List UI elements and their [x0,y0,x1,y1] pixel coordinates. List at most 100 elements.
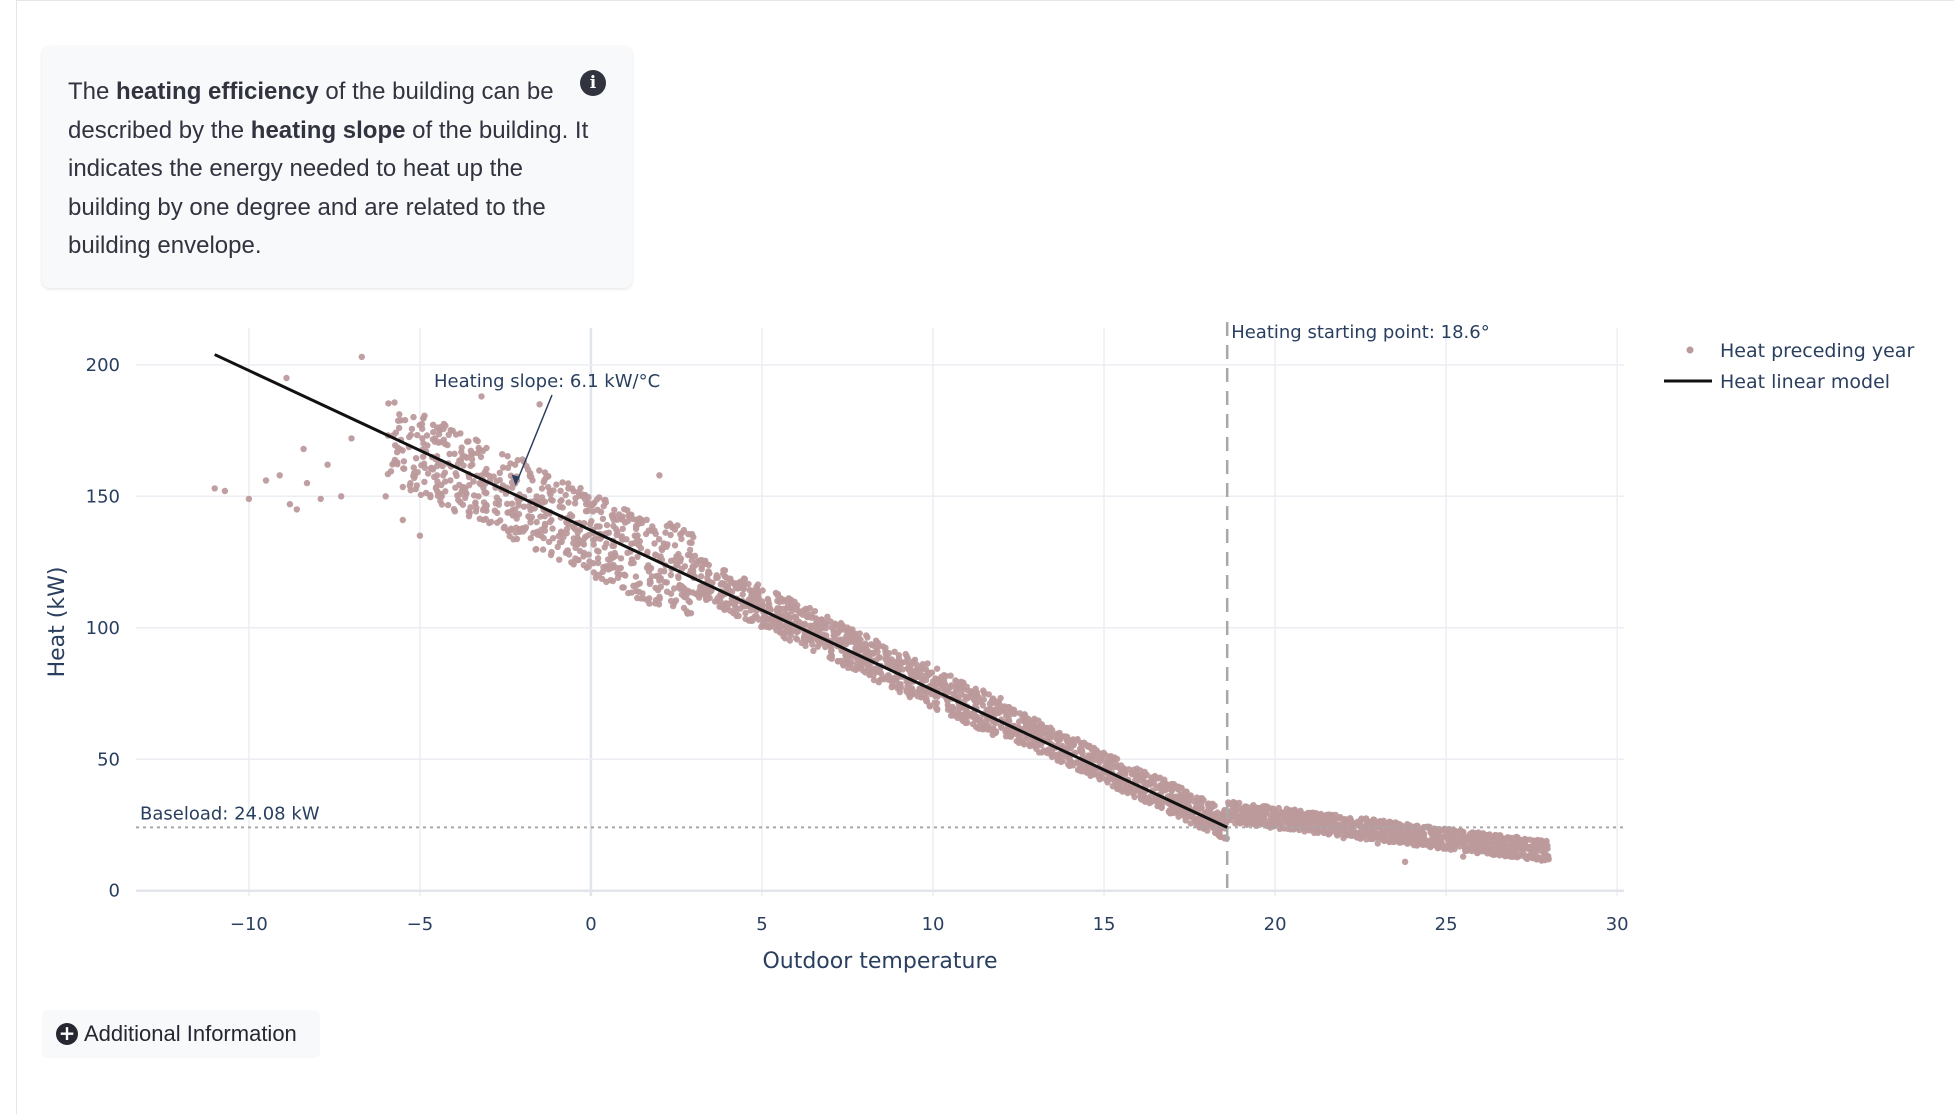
data-point [1478,831,1485,838]
x-tick-label: −5 [407,914,434,935]
x-tick-label: 5 [756,914,767,935]
data-point [933,665,941,672]
data-point [1420,830,1428,837]
data-point [1287,815,1295,823]
data-point [414,431,421,439]
heating-slope-label: Heating slope: 6.1 kW/°C [434,371,660,392]
data-point [592,535,599,542]
data-point [1167,809,1175,817]
data-point [780,605,787,612]
data-point [1263,820,1271,828]
data-point [916,687,923,694]
data-point [663,579,670,586]
data-point [1043,747,1051,754]
data-point [866,671,873,679]
data-point [558,530,565,537]
data-point [706,587,714,594]
data-point [737,578,744,585]
data-point [1341,815,1348,823]
data-point [505,527,512,534]
data-point [1218,813,1225,821]
data-point [594,523,601,530]
data-point [440,425,447,433]
data-point [844,654,852,661]
data-point [411,474,418,482]
data-point [300,445,307,453]
data-point [424,442,431,449]
data-point [666,520,674,527]
data-point [565,499,572,506]
data-point [737,605,744,612]
data-point [1096,759,1104,766]
reference-lines [136,322,1624,896]
data-point [1502,850,1509,858]
data-point [657,583,664,590]
data-point [656,593,663,600]
data-point [211,485,218,492]
data-point [986,700,994,707]
data-point [324,461,331,468]
data-point [1143,771,1151,778]
data-point [634,532,641,539]
data-point [924,689,931,696]
data-point [1319,815,1326,822]
data-point [1181,789,1189,796]
additional-info-label: Additional Information [84,1021,297,1046]
data-point [479,447,487,454]
data-point [906,667,914,674]
data-point [1091,751,1099,758]
data-point [1076,761,1083,768]
data-point [435,431,443,438]
data-point [1113,755,1121,763]
data-point [538,494,546,501]
data-point [526,486,533,494]
data-point [395,424,403,432]
data-point [786,596,793,603]
additional-info-expander[interactable]: + Additional Information [42,1010,320,1058]
data-point [1276,818,1283,826]
data-point [400,458,408,465]
data-point [477,453,485,461]
data-point [510,536,517,543]
data-point [493,494,500,501]
data-point [855,639,863,647]
plus-circle-icon: + [56,1023,78,1045]
data-point [1401,835,1408,843]
data-point [617,555,625,562]
data-point [545,484,552,491]
data-point [1327,824,1335,831]
data-point [515,499,522,506]
data-point [394,461,401,468]
data-point [634,594,641,602]
data-point [721,580,728,587]
data-point [610,516,617,524]
x-tick-label: 0 [585,914,596,935]
data-point [495,501,502,508]
data-point [1509,834,1516,842]
data-point [442,478,449,485]
data-point [504,453,511,460]
data-point [1048,753,1056,761]
data-point [1181,812,1188,820]
data-point [1514,834,1521,841]
data-point [1350,827,1357,834]
data-point [401,416,409,424]
data-point [903,653,910,660]
data-point [1448,837,1456,844]
data-point [1260,803,1267,810]
data-point [1373,829,1380,837]
info-text-2: of the building can be described by the [68,78,554,144]
data-point [673,561,680,569]
data-point [689,589,696,596]
data-point [421,464,429,472]
data-point [803,608,810,615]
data-point [221,487,229,495]
data-point [469,461,476,468]
info-icon[interactable]: i [580,70,606,96]
data-point [358,353,365,361]
data-point [844,664,852,671]
data-point [651,540,658,547]
data-point [637,545,645,552]
data-point [780,598,787,605]
data-point [1063,737,1071,745]
